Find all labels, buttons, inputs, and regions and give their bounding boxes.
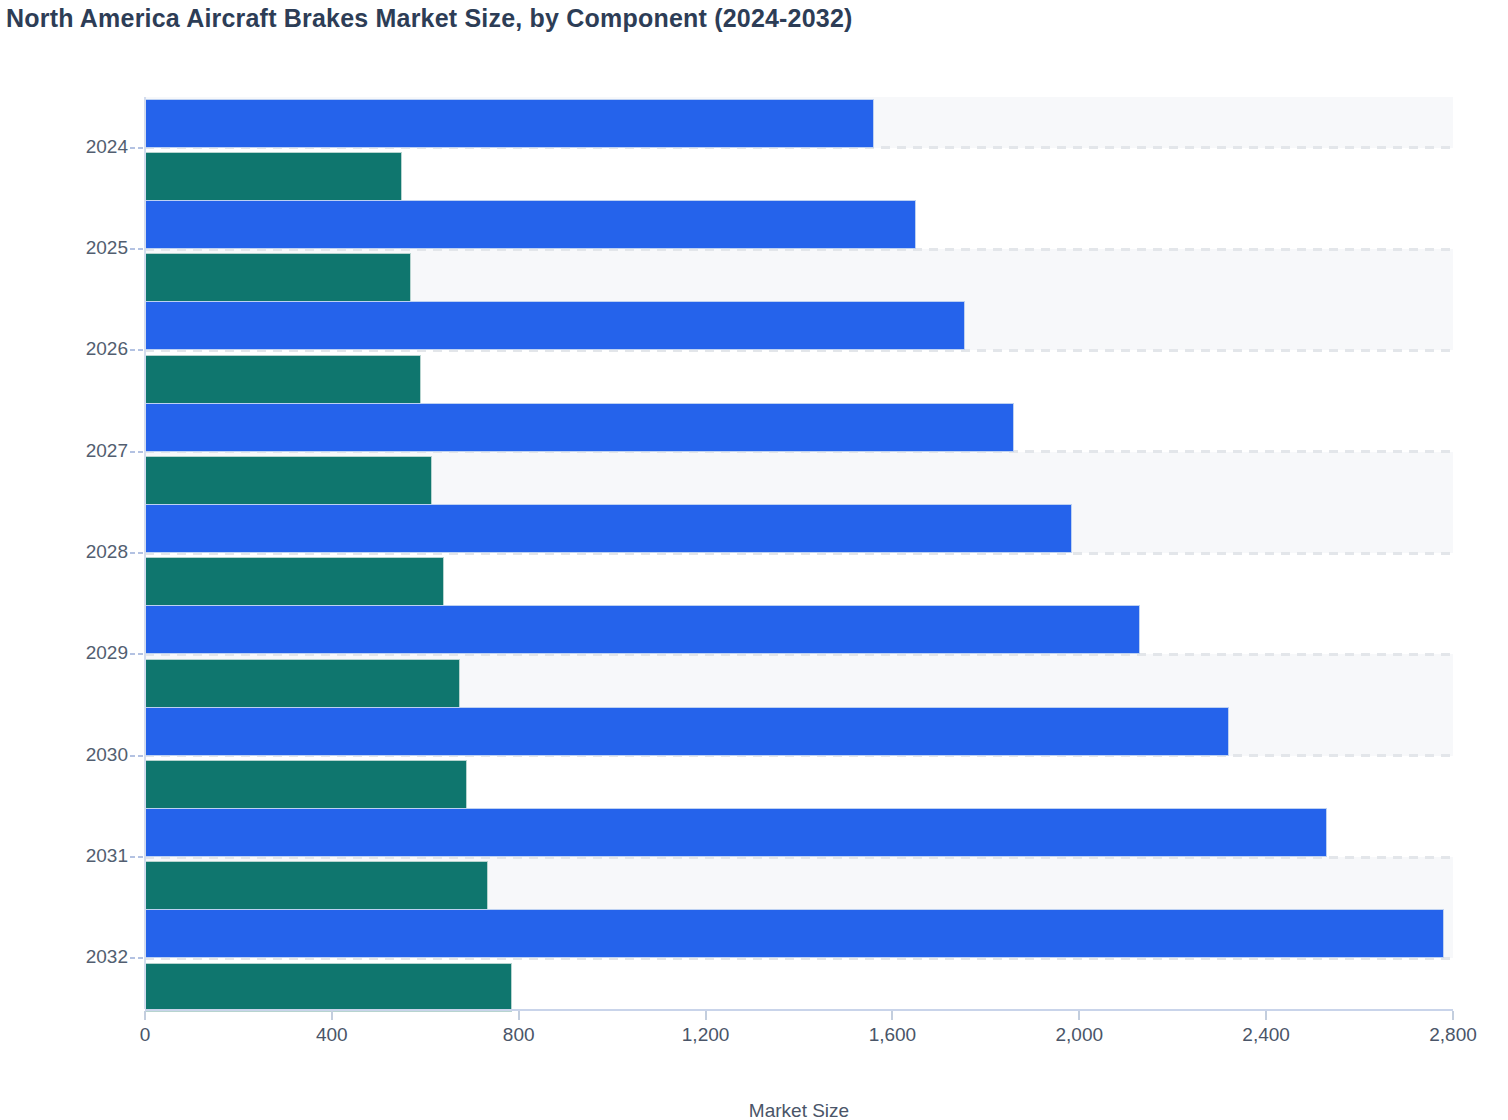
bar-teal-series-2025[interactable] [145,253,411,302]
bar-blue-series-2030[interactable] [145,707,1229,756]
bar-blue-series-2028[interactable] [145,504,1072,553]
x-tick-label: 1,200 [636,1024,776,1046]
bar-teal-series-2031[interactable] [145,861,488,910]
bar-blue-series-2027[interactable] [145,403,1014,452]
x-tick [1265,1011,1267,1020]
bar-teal-series-2032[interactable] [145,963,512,1012]
y-tick-label: 2028 [0,541,128,563]
y-tick [130,653,143,655]
bar-teal-series-2024[interactable] [145,152,402,201]
bar-teal-series-2028[interactable] [145,557,444,606]
y-tick-label: 2027 [0,440,128,462]
x-tick-label: 1,600 [822,1024,962,1046]
bar-blue-series-2032[interactable] [145,909,1444,958]
bar-blue-series-2024[interactable] [145,99,874,148]
plot-area [145,97,1453,1009]
x-tick-label: 2,000 [1009,1024,1149,1046]
y-tick-label: 2029 [0,642,128,664]
y-tick [130,248,143,250]
y-tick-label: 2031 [0,845,128,867]
x-tick [144,1011,146,1020]
x-tick [518,1011,520,1020]
bar-teal-series-2027[interactable] [145,456,432,505]
bar-teal-series-2026[interactable] [145,355,421,404]
bar-blue-series-2026[interactable] [145,301,965,350]
bar-teal-series-2030[interactable] [145,760,467,809]
bar-teal-series-2029[interactable] [145,659,460,708]
x-tick [1452,1011,1454,1020]
bar-blue-series-2031[interactable] [145,808,1327,857]
bar-blue-series-2029[interactable] [145,605,1140,654]
y-tick [130,755,143,757]
bar-blue-series-2025[interactable] [145,200,916,249]
x-tick-label: 0 [75,1024,215,1046]
x-tick [1078,1011,1080,1020]
x-axis-title: Market Size [145,1100,1453,1120]
y-tick [130,451,143,453]
y-tick-label: 2026 [0,338,128,360]
y-tick [130,349,143,351]
y-tick-label: 2030 [0,744,128,766]
x-tick-label: 2,400 [1196,1024,1336,1046]
y-tick-label: 2025 [0,237,128,259]
x-tick [705,1011,707,1020]
x-tick-label: 400 [262,1024,402,1046]
x-tick [891,1011,893,1020]
y-tick [130,552,143,554]
y-tick-label: 2032 [0,946,128,968]
x-tick [331,1011,333,1020]
x-tick-label: 800 [449,1024,589,1046]
y-tick [130,147,143,149]
y-tick [130,957,143,959]
y-axis-line [144,97,146,1009]
bar-chart: Market Size 2024 2025 2026 2027 2028 2029 2030… [0,0,1508,1120]
x-tick-label: 2,800 [1383,1024,1508,1046]
y-tick [130,856,143,858]
y-tick-label: 2024 [0,136,128,158]
x-axis-line [145,1009,1453,1011]
